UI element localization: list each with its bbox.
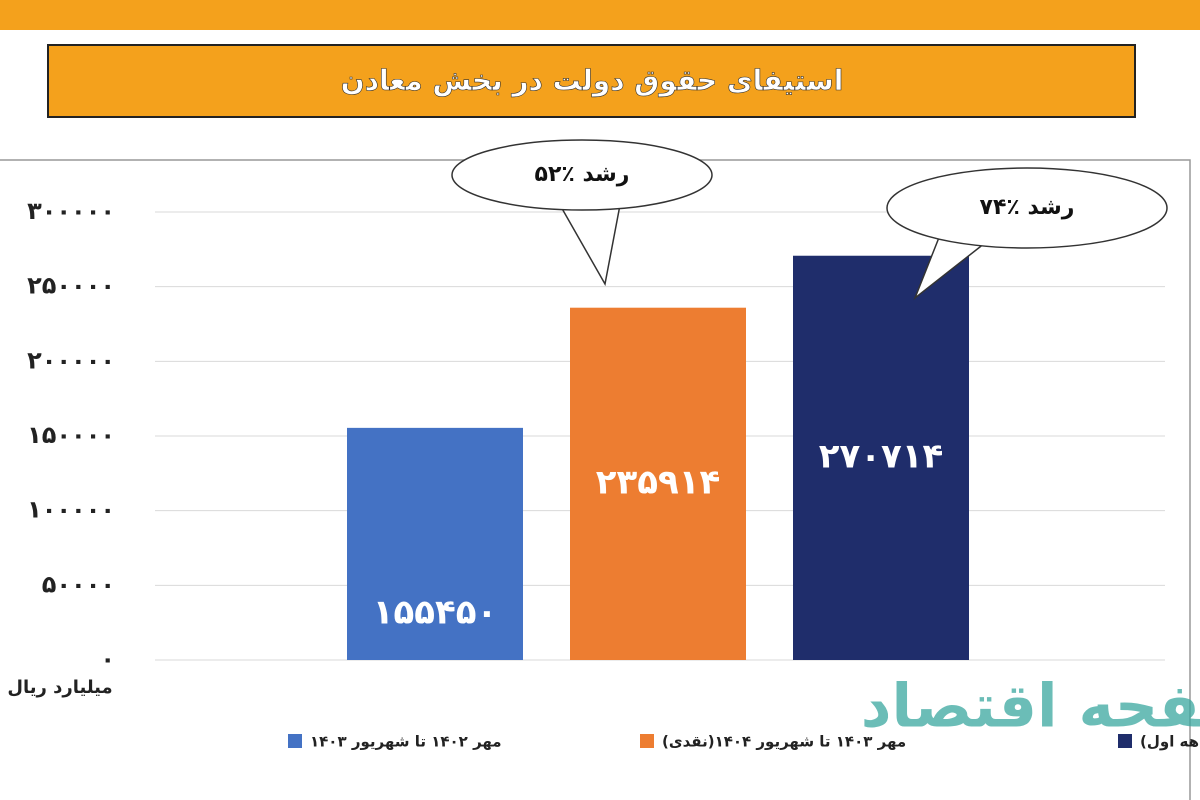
data-label: ۲۷۰۷۱۴ — [819, 436, 944, 476]
bar — [347, 427, 523, 660]
callout — [886, 167, 1168, 249]
y-tick-label: ۵۰۰۰۰ — [42, 570, 115, 598]
panel-border — [0, 159, 1191, 800]
y-tick-label: ۰ — [100, 645, 115, 673]
legend-swatch — [1118, 734, 1132, 748]
y-tick-label: ۱۵۰۰۰۰ — [27, 421, 115, 449]
legend-swatch — [640, 734, 654, 748]
legend-swatch — [288, 734, 302, 748]
legend-label: مهر ۱۴۰۳ تا شهریور ۱۴۰۴(نقدی) — [662, 733, 906, 751]
chart-title: استیفای حقوق دولت در بخش معادن — [341, 64, 844, 97]
bar — [570, 307, 746, 660]
y-tick-label: ۲۵۰۰۰۰ — [27, 272, 115, 300]
legend-label: مهر ۱۴۰۲ تا شهریور ۱۴۰۳ — [310, 733, 502, 751]
y-tick-label: ۱۰۰۰۰۰ — [27, 496, 115, 524]
title-box — [47, 44, 1136, 118]
watermark: صفحه اقتصاد — [861, 672, 1200, 742]
callout — [451, 139, 713, 211]
legend-label: مهر ۱۴۰۳ تا شهریور ۱۴۰۴(با چک های ۶ ماهه… — [1140, 733, 1200, 752]
bar — [793, 255, 969, 660]
data-label: ۲۳۵۹۱۴ — [596, 462, 721, 502]
top-strip — [0, 0, 1200, 30]
callout-tail — [913, 234, 986, 301]
annotation: ۷۴٪ رشد — [980, 195, 1075, 220]
annotation: ۵۲٪ رشد — [535, 162, 630, 187]
y-axis-label: میلیارد ریال — [7, 677, 112, 698]
data-label: ۱۵۵۴۵۰ — [373, 592, 498, 632]
callout-tail — [559, 204, 621, 287]
y-tick-label: ۲۰۰۰۰۰ — [27, 346, 115, 374]
y-tick-label: ۳۰۰۰۰۰ — [27, 197, 115, 225]
